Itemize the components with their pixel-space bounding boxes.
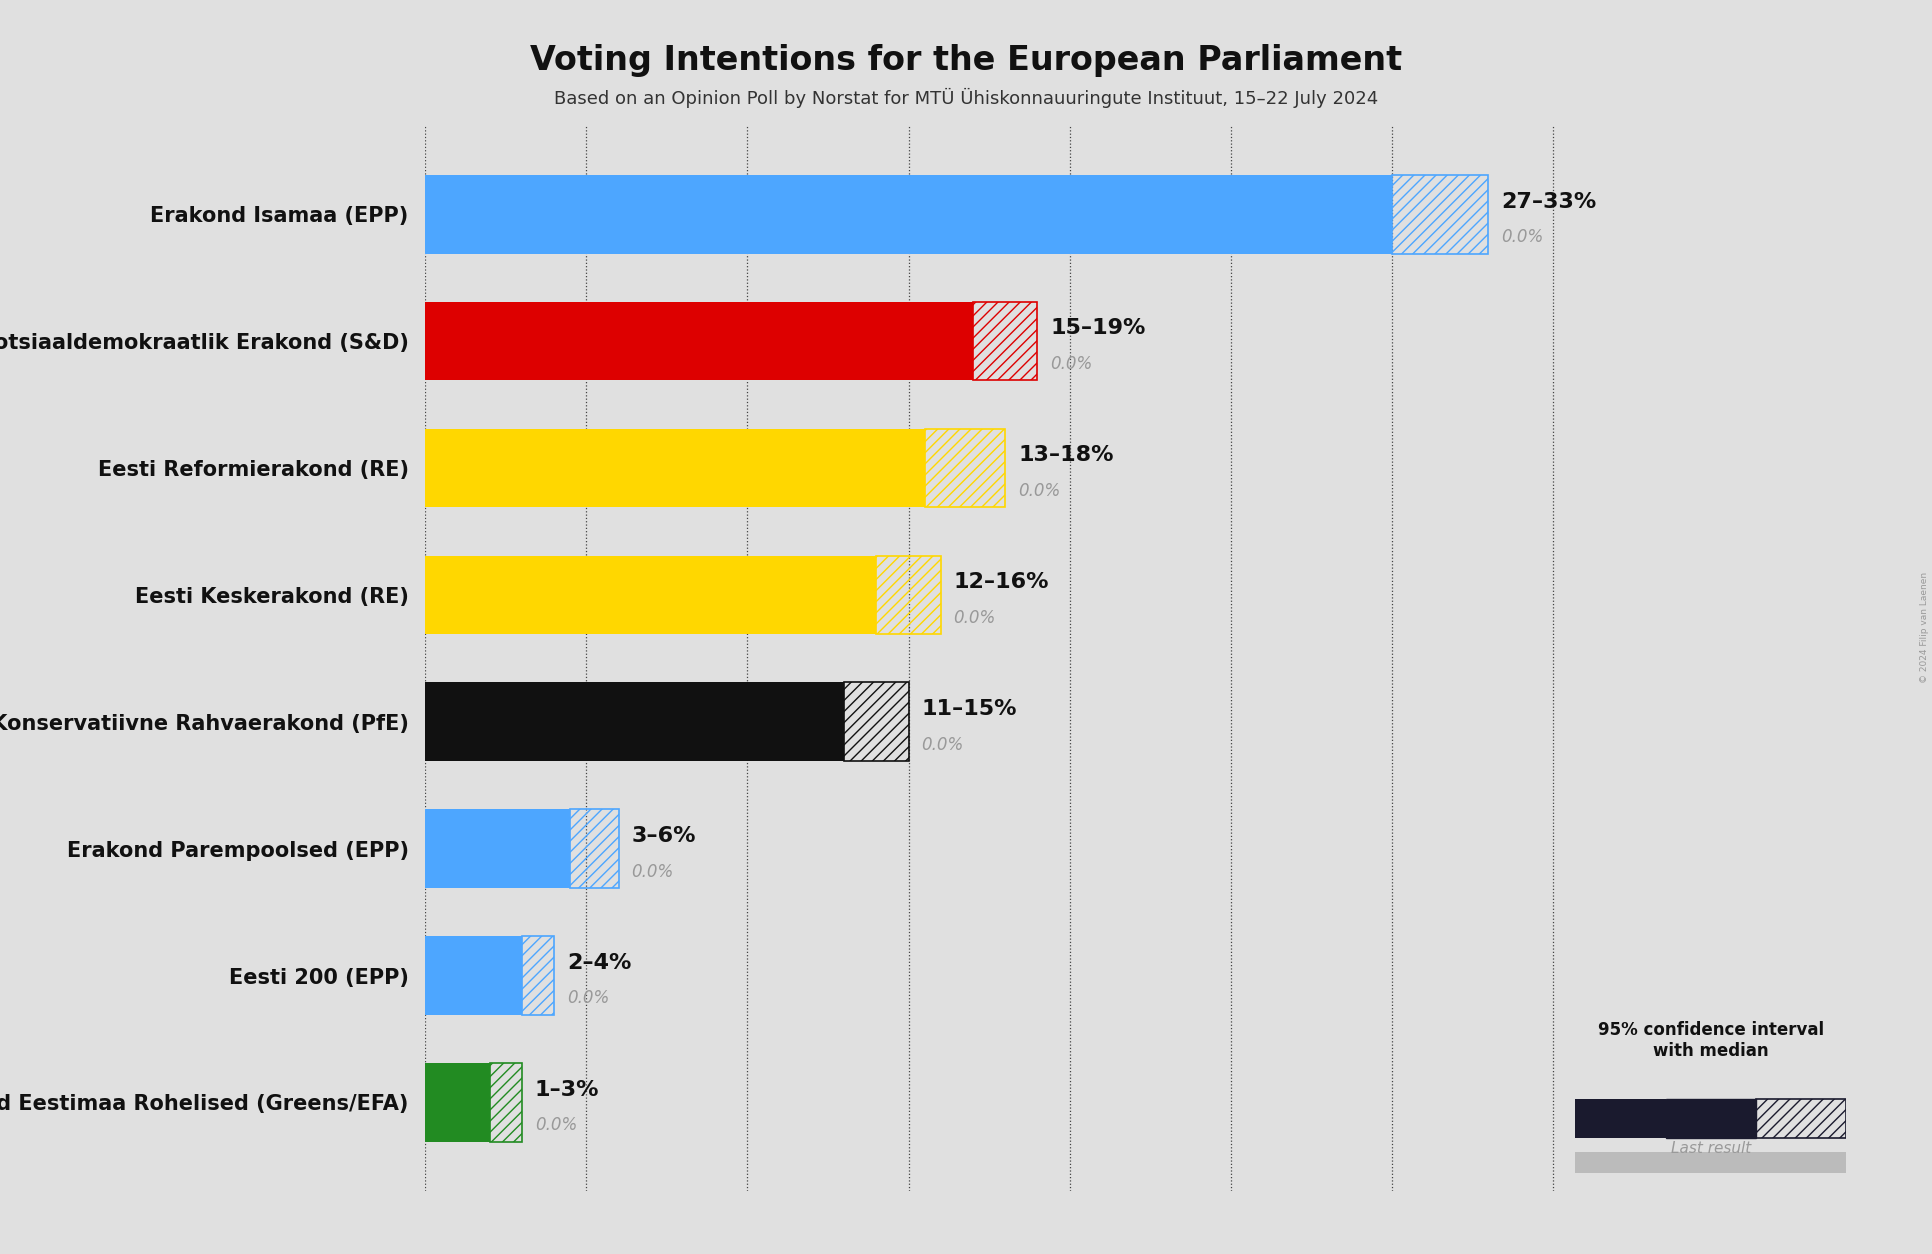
Text: 0.0%: 0.0% <box>1501 228 1544 246</box>
Bar <box>1665 1099 1754 1139</box>
Text: 95% confidence interval
with median: 95% confidence interval with median <box>1598 1021 1822 1060</box>
Text: 0.0%: 0.0% <box>952 608 995 627</box>
Text: 0.0%: 0.0% <box>1018 482 1061 500</box>
Bar <box>425 302 908 380</box>
Bar <box>1575 1152 1845 1172</box>
Bar <box>1391 174 1488 253</box>
Bar <box>425 1063 458 1142</box>
Bar <box>844 429 923 508</box>
Bar <box>425 937 489 1014</box>
Text: 1–3%: 1–3% <box>535 1080 599 1100</box>
Text: 15–19%: 15–19% <box>1049 319 1146 339</box>
Bar <box>522 809 570 888</box>
Bar <box>522 937 554 1014</box>
Text: Voting Intentions for the European Parliament: Voting Intentions for the European Parli… <box>529 44 1403 76</box>
Bar <box>1294 174 1391 253</box>
Text: 0.0%: 0.0% <box>1049 355 1092 372</box>
Text: 3–6%: 3–6% <box>632 826 696 846</box>
Text: 11–15%: 11–15% <box>922 700 1016 719</box>
Bar <box>425 682 779 761</box>
Bar <box>972 302 1037 380</box>
Bar <box>458 1063 489 1142</box>
Text: 12–16%: 12–16% <box>952 572 1049 592</box>
Bar <box>811 556 875 635</box>
Text: Last result: Last result <box>1669 1141 1750 1156</box>
Bar <box>875 556 941 635</box>
Bar <box>908 302 972 380</box>
Text: 13–18%: 13–18% <box>1018 445 1113 465</box>
Bar <box>425 556 811 635</box>
Bar <box>489 937 522 1014</box>
Bar <box>923 429 1005 508</box>
Bar <box>570 809 618 888</box>
Bar <box>425 809 522 888</box>
Bar <box>489 1063 522 1142</box>
Bar <box>1575 1099 1665 1139</box>
Bar <box>844 682 908 761</box>
Text: © 2024 Filip van Laenen: © 2024 Filip van Laenen <box>1918 572 1928 682</box>
Bar <box>425 174 1294 253</box>
Text: 0.0%: 0.0% <box>535 1116 578 1135</box>
Bar <box>1754 1099 1845 1139</box>
Text: 0.0%: 0.0% <box>566 989 609 1007</box>
Text: 27–33%: 27–33% <box>1501 192 1596 212</box>
Text: 2–4%: 2–4% <box>566 953 632 973</box>
Bar <box>425 429 844 508</box>
Text: 0.0%: 0.0% <box>922 736 964 754</box>
Text: 0.0%: 0.0% <box>632 863 674 880</box>
Text: Based on an Opinion Poll by Norstat for MTÜ Ühiskonnauuringute Instituut, 15–22 : Based on an Opinion Poll by Norstat for … <box>554 88 1378 108</box>
Bar <box>779 682 844 761</box>
